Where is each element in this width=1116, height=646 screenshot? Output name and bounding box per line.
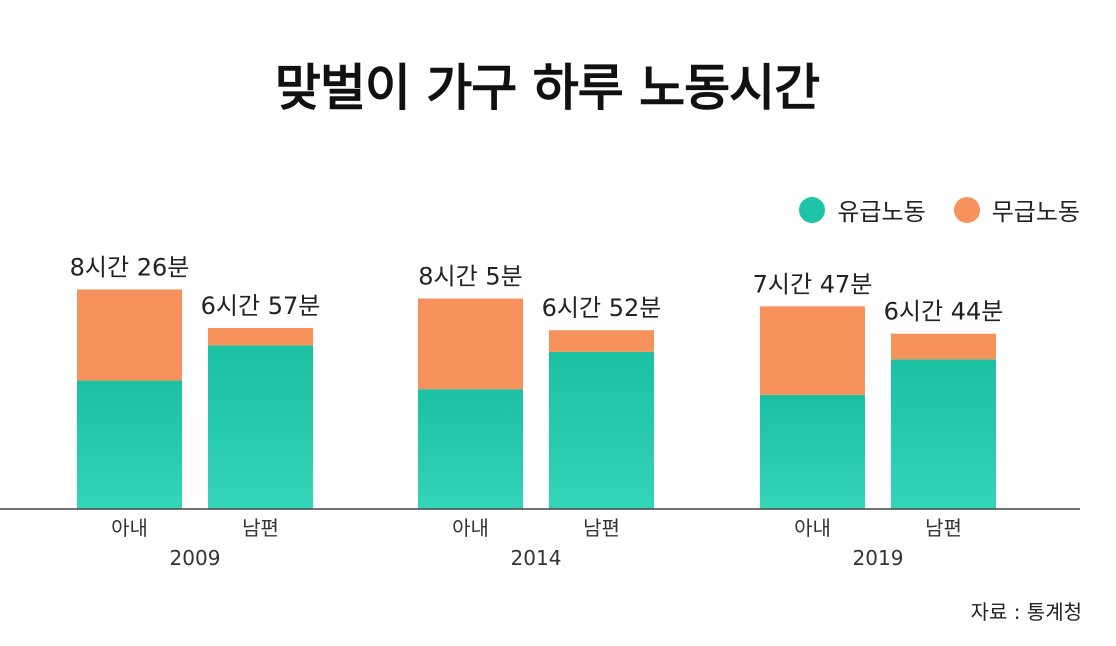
legend-paid-label: 유급노동 [837,198,926,226]
legend-unpaid-swatch-icon [953,196,980,223]
bar-paid-2009-남편 [208,345,313,509]
total-label-2019-아내: 7시간 47분 [753,270,873,298]
total-label-2019-남편: 6시간 44분 [884,298,1004,326]
bar-unpaid-2009-아내 [77,289,182,381]
bar-unpaid-2019-남편 [891,333,996,360]
bar-paid-2009-아내 [77,380,182,509]
total-label-2009-아내: 8시간 26분 [70,253,190,281]
year-label-2019: 2019 [853,546,904,570]
legend-unpaid-label: 무급노동 [991,198,1080,226]
source-note: 자료 : 통계청 [970,600,1082,624]
bar-unpaid-2019-아내 [760,306,865,395]
total-label-2014-아내: 8시간 5분 [418,263,522,291]
legend-item-unpaid: 무급노동 [953,192,1080,227]
category-label-2014-아내: 아내 [452,516,489,540]
bar-paid-2014-남편 [549,351,654,509]
category-label-2019-남편: 남편 [925,516,962,540]
bar-unpaid-2014-남편 [549,330,654,352]
category-label-2014-남편: 남편 [583,516,620,540]
year-label-2009: 2009 [170,546,221,570]
category-label-2009-아내: 아내 [111,516,148,540]
bar-unpaid-2014-아내 [418,298,523,390]
year-label-2014: 2014 [511,546,562,570]
bar-paid-2019-남편 [891,359,996,509]
total-label-2014-남편: 6시간 52분 [542,294,662,322]
category-label-2009-남편: 남편 [242,516,279,540]
total-label-2009-남편: 6시간 57분 [201,292,321,320]
chart-title: 맞벌이 가구 하루 노동시간 [274,59,820,117]
legend-paid-swatch-icon [799,196,826,223]
legend: 유급노동 무급노동 [799,192,1080,227]
bar-paid-2014-아내 [418,389,523,509]
category-label-2019-아내: 아내 [794,516,831,540]
legend-item-paid: 유급노동 [799,192,926,227]
bar-unpaid-2009-남편 [208,328,313,346]
bar-paid-2019-아내 [760,394,865,509]
